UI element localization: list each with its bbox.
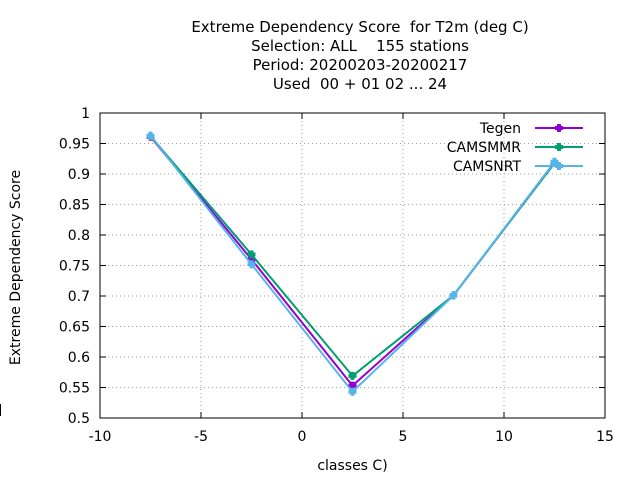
y-tick-label: 0.8 xyxy=(68,228,90,244)
y-tick-label: 1 xyxy=(81,106,90,122)
legend-label-camsmmr: CAMSMMR xyxy=(447,140,521,156)
chart-title-line-1: Extreme Dependency Score for T2m (deg C) xyxy=(191,18,529,36)
legend: Tegen CAMSMMR CAMSNRT xyxy=(447,121,583,175)
legend-marker-camsnrt xyxy=(555,162,563,170)
data-point xyxy=(247,250,256,259)
y-axis-tick-labels: 0.5 0.55 0.6 0.65 0.7 0.75 0.8 0.85 0.9 0.95 1 xyxy=(59,106,90,427)
y-tick-label: 0.65 xyxy=(59,320,90,336)
grid-lines xyxy=(100,113,605,418)
axis-ticks xyxy=(99,112,606,419)
y-tick-label: 0.6 xyxy=(68,350,90,366)
x-tick-label: 5 xyxy=(399,429,408,445)
y-tick-label: 0.75 xyxy=(59,259,90,275)
data-series xyxy=(146,131,559,396)
data-point xyxy=(449,291,458,300)
data-point xyxy=(348,371,357,380)
data-point xyxy=(146,131,155,140)
y-tick-label: 0.55 xyxy=(59,381,90,397)
y-tick-label: 0.85 xyxy=(59,198,90,214)
series-camsnrt xyxy=(146,131,559,396)
x-tick-label: 10 xyxy=(495,429,513,445)
chart-title-line-3: Period: 20200203-20200217 xyxy=(252,56,468,74)
data-point xyxy=(348,387,357,396)
legend-marker-tegen xyxy=(555,124,563,132)
legend-label-camsnrt: CAMSNRT xyxy=(453,159,522,175)
chart-title-line-4: Used 00 + 01 02 ... 24 xyxy=(272,75,448,93)
x-tick-label: -5 xyxy=(194,429,208,445)
y-tick-label: 0.9 xyxy=(68,167,90,183)
y-tick-label: 0.5 xyxy=(68,411,90,427)
legend-label-tegen: Tegen xyxy=(479,121,521,137)
x-tick-label: 15 xyxy=(596,429,614,445)
x-axis-label: classes C) xyxy=(317,458,387,474)
y-tick-label: 0.7 xyxy=(68,289,90,305)
data-point xyxy=(247,260,256,269)
x-tick-label: 0 xyxy=(298,429,307,445)
chart-title-line-2: Selection: ALL 155 stations xyxy=(251,37,469,55)
x-tick-label: -10 xyxy=(89,429,112,445)
y-tick-label: 0.95 xyxy=(59,137,90,153)
legend-marker-camsmmr xyxy=(555,143,563,151)
y-axis-label: Extreme Dependency Score xyxy=(8,170,24,365)
x-axis-tick-labels: -10 -5 0 5 10 15 xyxy=(89,429,614,445)
